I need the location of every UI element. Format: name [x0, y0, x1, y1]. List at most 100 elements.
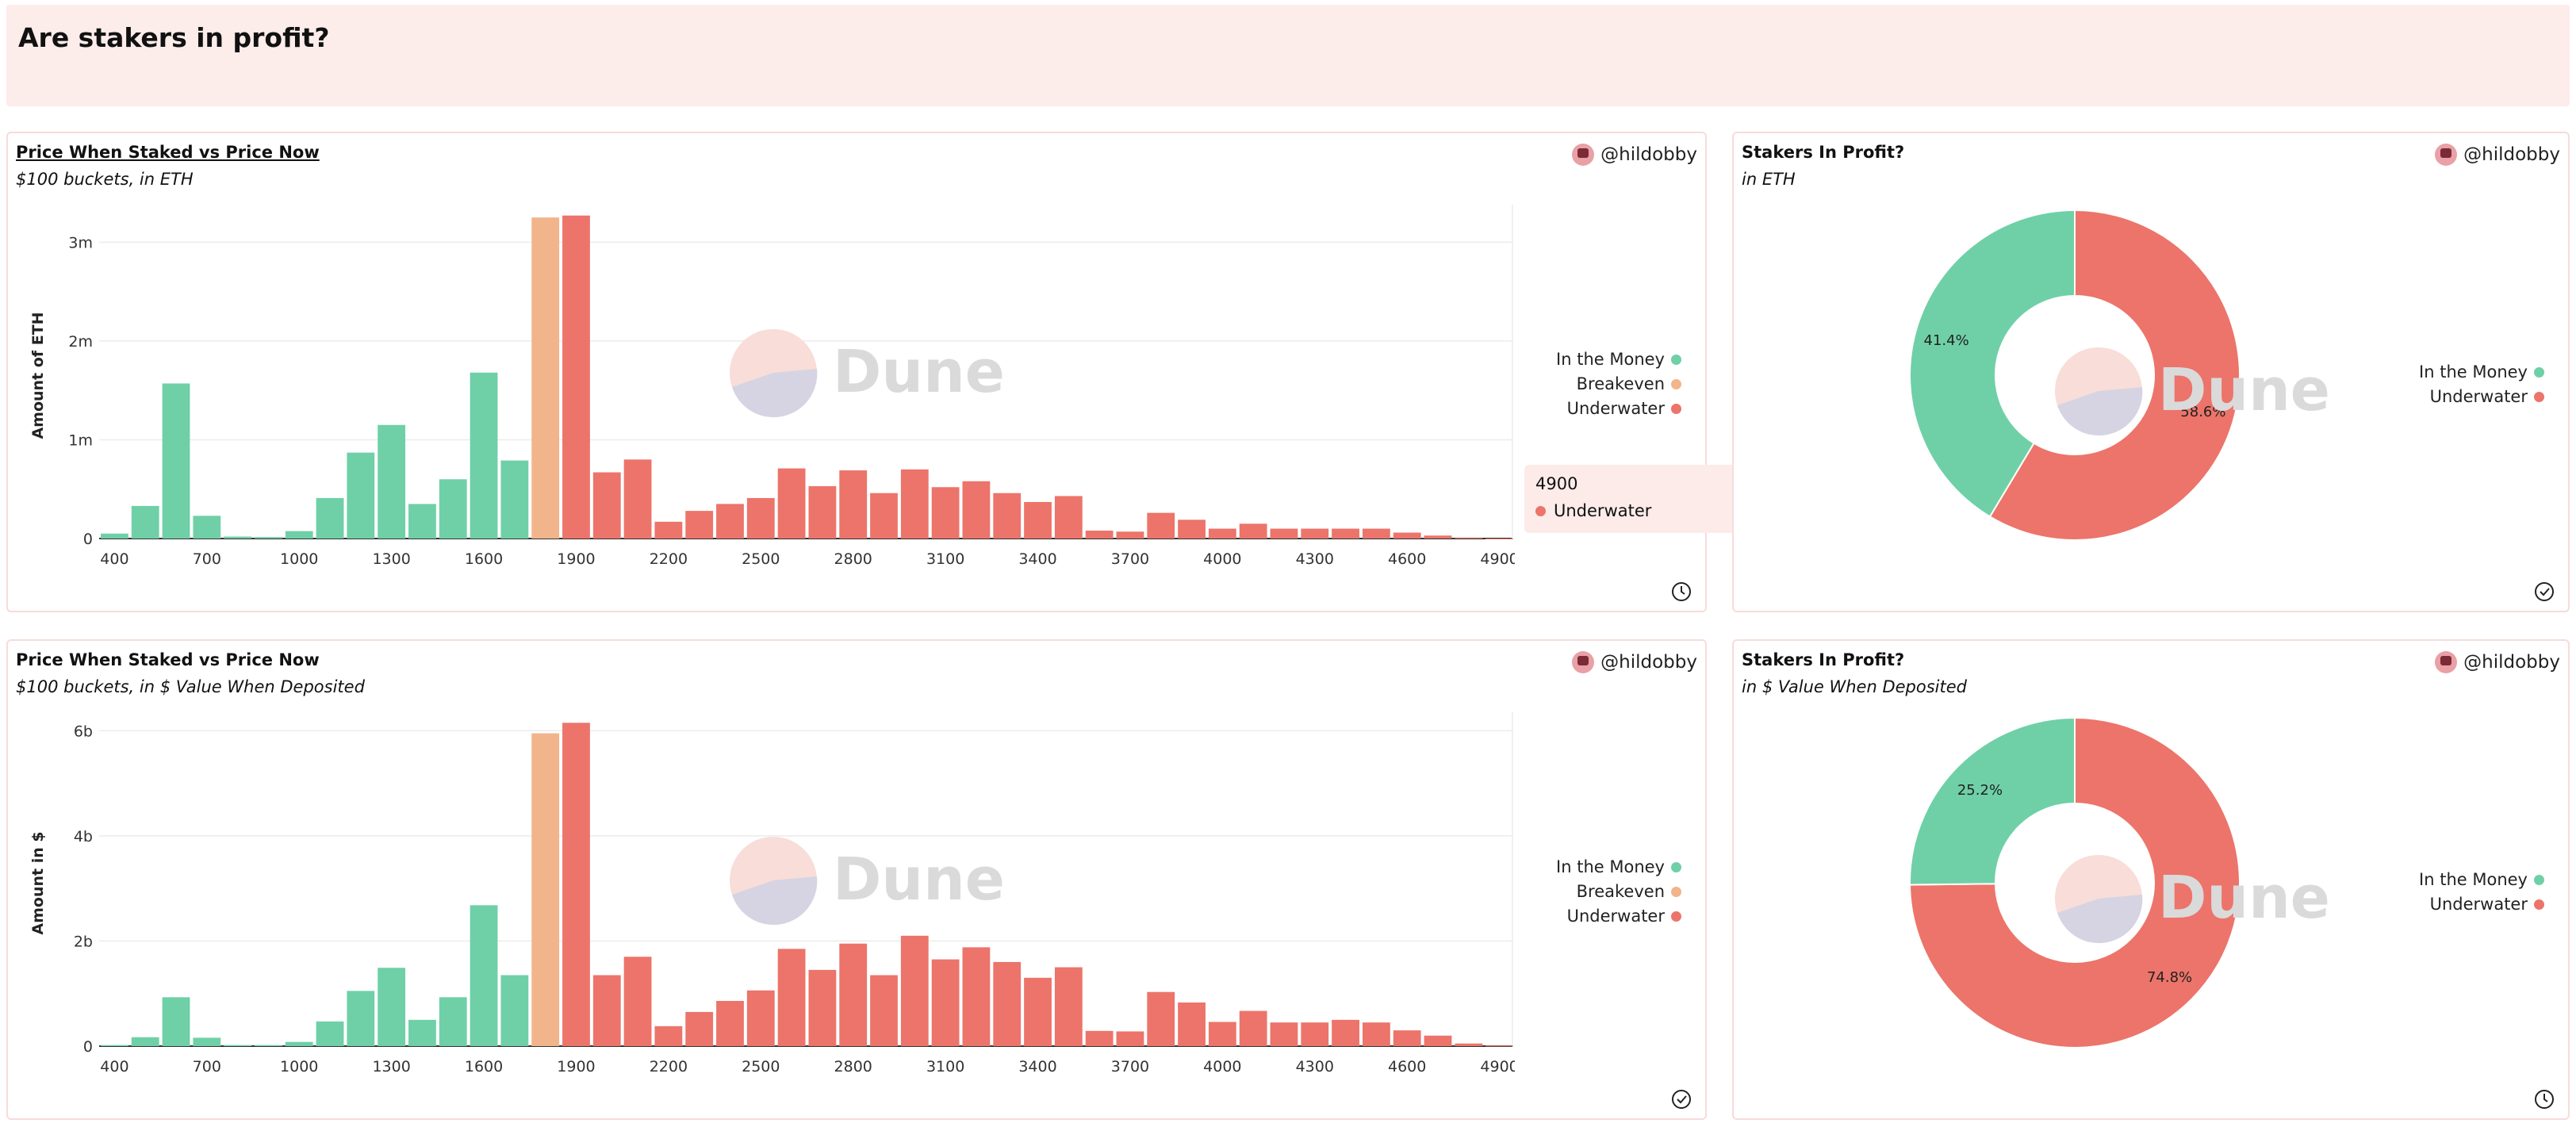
y-axis-label: Amount of ETH — [29, 312, 47, 439]
chart-legend: In the Money Breakeven Underwater — [1556, 347, 1681, 421]
panel-subtitle: $100 buckets, in ETH — [16, 170, 194, 189]
bar — [1054, 967, 1083, 1046]
check-circle-icon — [1672, 1090, 1691, 1109]
panel-subtitle: in ETH — [1742, 170, 1796, 189]
watermark-logo-slice — [732, 876, 818, 926]
legend-item-underwater[interactable]: Underwater — [2419, 892, 2544, 917]
x-tick-label: 400 — [100, 550, 128, 568]
bar — [1270, 1022, 1298, 1046]
panel-title[interactable]: Price When Staked vs Price Now — [16, 650, 320, 669]
bar — [408, 504, 436, 539]
x-tick-label: 400 — [100, 1058, 128, 1075]
panel-stakers-profit-usd: Stakers In Profit? in $ Value When Depos… — [1732, 639, 2570, 1120]
x-tick-label: 1300 — [372, 550, 410, 568]
legend-item-in-the-money[interactable]: In the Money — [2419, 360, 2544, 385]
donut-chart-usd[interactable]: 74.8% 25.2% Dune — [1734, 704, 2368, 1101]
bar — [1147, 512, 1175, 539]
bar — [900, 469, 929, 539]
slice-label: 58.6% — [2180, 404, 2225, 420]
watermark-logo-slice — [732, 369, 818, 418]
x-tick-label: 1900 — [557, 1058, 595, 1075]
donut-slice — [1909, 209, 2076, 518]
bar — [1024, 501, 1052, 539]
y-tick-label: 6b — [74, 723, 93, 740]
dune-watermark: Dune — [2055, 347, 2330, 436]
bar-chart-usd[interactable]: 0 2b 4b 6b Amount in $ Dune 400 700 1000 1300 1600… — [8, 704, 1515, 1117]
bar — [1085, 531, 1114, 539]
clock-icon — [1672, 582, 1691, 601]
legend-dot — [2534, 392, 2544, 402]
y-tick-label: 3m — [68, 234, 93, 251]
legend-item-underwater[interactable]: Underwater — [2419, 385, 2544, 409]
x-tick-label: 700 — [193, 550, 221, 568]
bar — [746, 990, 775, 1046]
bar — [439, 479, 467, 539]
bar — [193, 516, 221, 539]
legend-item-in-the-money[interactable]: In the Money — [1556, 855, 1681, 880]
x-tick-label: 3100 — [926, 550, 964, 568]
bar — [101, 1045, 128, 1046]
bar — [623, 459, 652, 539]
legend-label: Breakeven — [1576, 882, 1665, 901]
donut-chart-eth[interactable]: 58.6% 41.4% Dune — [1734, 197, 2368, 593]
bar — [1301, 1022, 1329, 1046]
legend-item-underwater[interactable]: Underwater — [1556, 397, 1681, 421]
x-tick-label: 3400 — [1018, 550, 1056, 568]
tooltip-x-value: 4900 — [1535, 474, 1578, 493]
bar — [746, 497, 775, 539]
donut-slice — [1988, 209, 2241, 541]
panel-title[interactable]: Price When Staked vs Price Now — [16, 143, 320, 162]
legend-label: In the Money — [2419, 362, 2528, 381]
bar — [1362, 528, 1390, 539]
dune-watermark: Dune — [730, 837, 1005, 926]
bar — [470, 905, 498, 1046]
legend-item-breakeven[interactable]: Breakeven — [1556, 372, 1681, 397]
bar — [1362, 1022, 1390, 1046]
x-tick-label: 1000 — [280, 550, 318, 568]
x-tick-label: 4000 — [1203, 550, 1241, 568]
chart-legend: In the Money Underwater — [2419, 868, 2544, 917]
bar — [1301, 528, 1329, 539]
bar — [1485, 1045, 1513, 1047]
legend-item-breakeven[interactable]: Breakeven — [1556, 880, 1681, 904]
x-tick-label: 4900 — [1480, 550, 1515, 568]
bar — [316, 497, 344, 539]
bar — [870, 493, 898, 539]
bar — [162, 383, 190, 539]
bar — [1332, 1019, 1359, 1046]
panel-title[interactable]: Stakers In Profit? — [1742, 650, 1905, 669]
y-tick-label: 0 — [83, 531, 93, 548]
x-tick-label: 4900 — [1480, 1058, 1515, 1075]
author-link[interactable]: @hildobby — [1572, 143, 1697, 167]
watermark-text: Dune — [833, 338, 1005, 406]
bar — [592, 975, 621, 1046]
author-link[interactable]: @hildobby — [2435, 650, 2560, 674]
panel-subtitle: in $ Value When Deposited — [1742, 677, 1967, 696]
bar-chart-eth[interactable]: 0 1m 2m 3m Amount of ETH Dune 400 700 1000 1300 16… — [8, 197, 1515, 609]
legend-label: Breakeven — [1576, 374, 1665, 393]
panel-price-staked-eth: Price When Staked vs Price Now $100 buck… — [6, 132, 1707, 612]
bar — [962, 947, 991, 1046]
bar — [1239, 523, 1267, 539]
legend-item-in-the-money[interactable]: In the Money — [1556, 347, 1681, 372]
x-tick-label: 4600 — [1388, 1058, 1426, 1075]
bar — [1147, 991, 1175, 1046]
legend-item-underwater[interactable]: Underwater — [1556, 904, 1681, 929]
chart-legend: In the Money Breakeven Underwater — [1556, 855, 1681, 929]
panel-title[interactable]: Stakers In Profit? — [1742, 143, 1905, 162]
bar — [255, 1045, 282, 1046]
bar — [623, 957, 652, 1046]
author-link[interactable]: @hildobby — [1572, 650, 1697, 674]
bar — [1178, 519, 1206, 539]
bar — [224, 536, 252, 539]
legend-label: In the Money — [1556, 857, 1665, 876]
bar — [685, 1011, 714, 1046]
bar — [993, 961, 1022, 1046]
tooltip-series: Underwater — [1554, 501, 1652, 520]
legend-dot — [2534, 899, 2544, 910]
legend-dot — [2534, 367, 2544, 378]
bar — [285, 1041, 313, 1046]
bar — [347, 991, 375, 1046]
author-link[interactable]: @hildobby — [2435, 143, 2560, 167]
legend-item-in-the-money[interactable]: In the Money — [2419, 868, 2544, 892]
